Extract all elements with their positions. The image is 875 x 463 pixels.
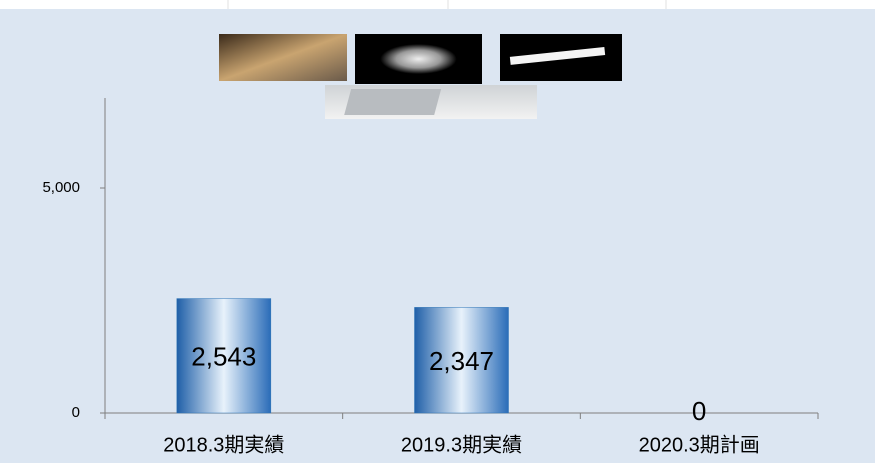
y-tick-label: 0 — [72, 404, 80, 421]
x-tick-label: 2020.3期計画 — [639, 433, 760, 456]
value-label: 0 — [692, 396, 706, 426]
photo-led-bulb — [355, 34, 482, 84]
top-strip — [0, 0, 875, 9]
top-dividers — [227, 0, 667, 9]
bar — [414, 307, 509, 414]
x-tick-label: 2019.3期実績 — [401, 433, 522, 456]
value-label: 2,543 — [191, 342, 256, 372]
photo-pendant-lights — [219, 34, 347, 81]
x-tick-label: 2018.3期実績 — [163, 433, 284, 456]
photo-tube-shape — [509, 47, 606, 65]
photo-ac-panel — [344, 89, 442, 115]
value-label: 2,347 — [429, 346, 494, 376]
y-tick-label: 5,000 — [42, 179, 80, 196]
bar — [176, 298, 272, 414]
